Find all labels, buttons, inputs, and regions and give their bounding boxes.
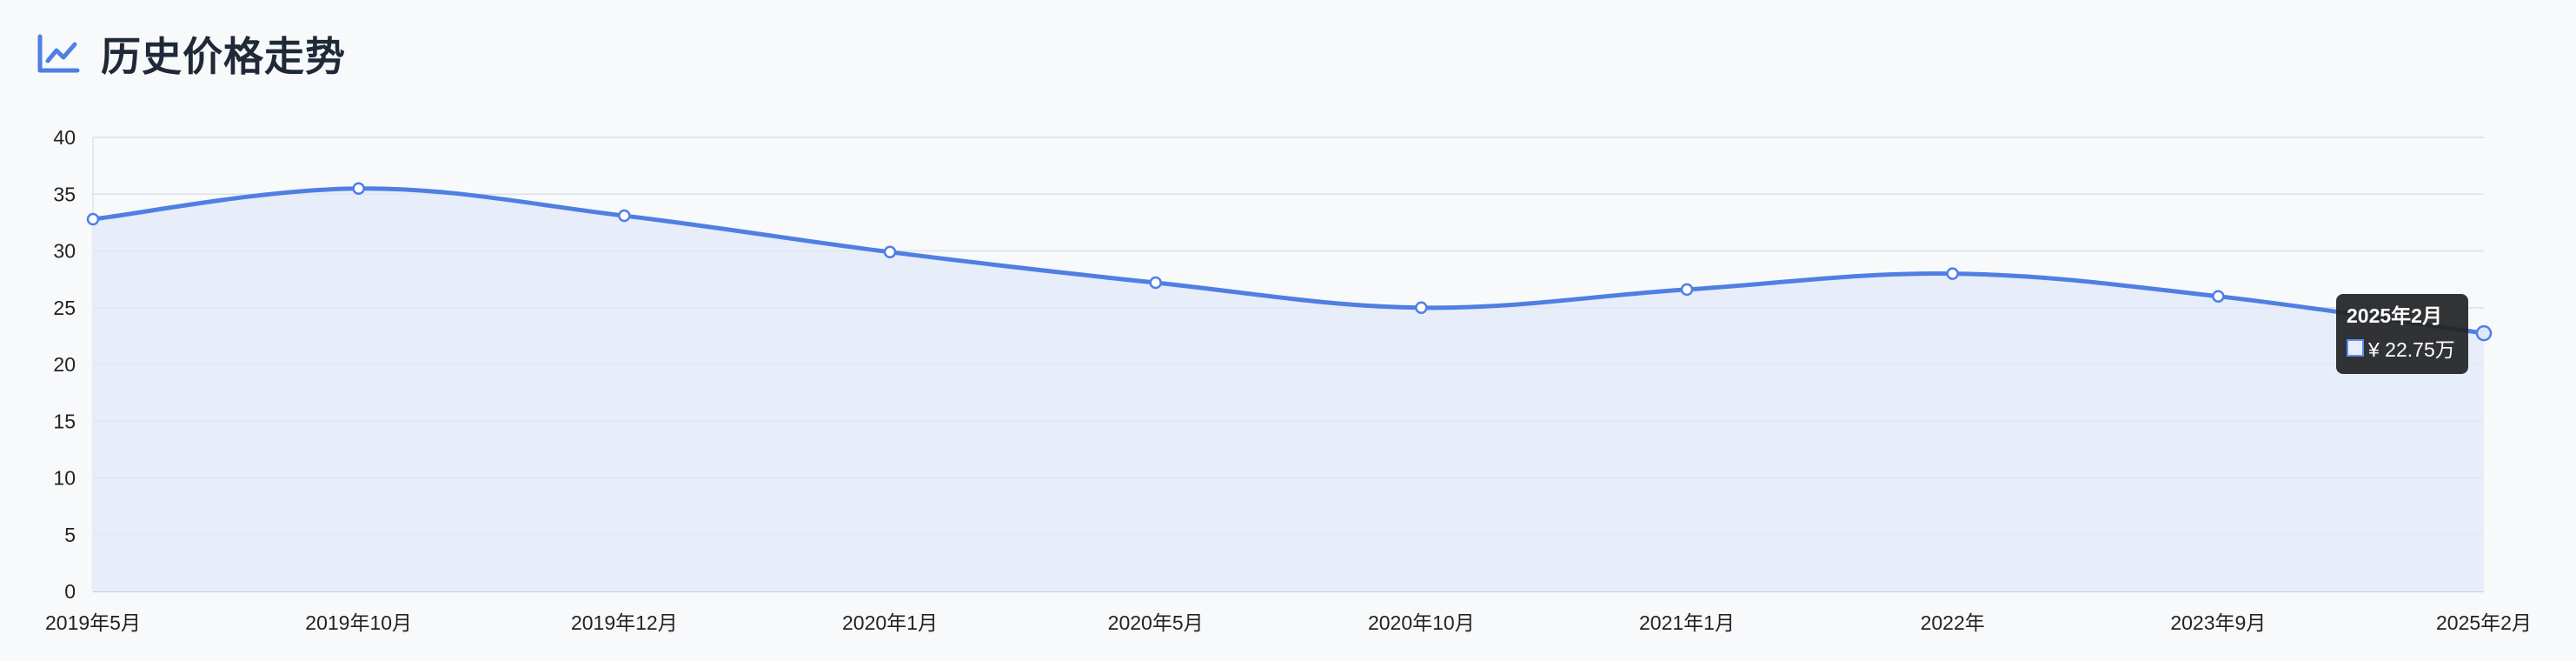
y-tick-label: 15 xyxy=(53,410,76,432)
y-tick-label: 20 xyxy=(53,353,76,376)
y-tick-label: 0 xyxy=(64,580,76,603)
data-point xyxy=(2475,324,2493,342)
series-area xyxy=(93,188,2484,592)
y-tick-label: 10 xyxy=(53,467,76,490)
data-point xyxy=(352,182,365,195)
x-tick-label: 2023年9月 xyxy=(2170,611,2266,634)
tooltip-row: ¥ 22.75万 xyxy=(2347,332,2460,364)
tooltip-title: 2025年2月 xyxy=(2347,304,2442,327)
data-point xyxy=(618,209,631,223)
y-tick-label: 25 xyxy=(53,297,76,319)
x-tick-label: 2020年10月 xyxy=(1368,611,1475,634)
y-tick-label: 40 xyxy=(53,126,76,149)
chart-header: 历史价格走势 xyxy=(37,26,346,82)
y-tick-label: 30 xyxy=(53,240,76,263)
x-tick-label: 2019年12月 xyxy=(571,611,678,634)
x-tick-label: 2020年5月 xyxy=(1108,611,1204,634)
tooltip-series-swatch xyxy=(2347,339,2364,357)
line-chart-icon xyxy=(37,34,80,74)
data-point xyxy=(1680,283,1694,297)
data-point xyxy=(883,245,897,259)
x-tick-label: 2025年2月 xyxy=(2436,611,2532,634)
data-point xyxy=(1946,267,1959,280)
x-tick-label: 2021年1月 xyxy=(1639,611,1735,634)
page-title: 历史价格走势 xyxy=(101,33,346,80)
x-tick-label: 2020年1月 xyxy=(842,611,938,634)
x-tick-label: 2022年 xyxy=(1921,611,1985,634)
data-point xyxy=(1149,276,1162,290)
data-point xyxy=(86,212,100,226)
series-line xyxy=(90,186,2486,336)
data-tooltip: 2025年2月 ¥ 22.75万 xyxy=(2336,294,2468,374)
y-tick-label: 5 xyxy=(64,524,76,546)
data-point xyxy=(2212,290,2225,303)
x-tick-label: 2019年5月 xyxy=(45,611,141,634)
x-tick-label: 2019年10月 xyxy=(305,611,412,634)
y-tick-label: 35 xyxy=(53,183,76,205)
data-point xyxy=(1415,301,1428,314)
tooltip-value: ¥ 22.75万 xyxy=(2368,338,2455,361)
